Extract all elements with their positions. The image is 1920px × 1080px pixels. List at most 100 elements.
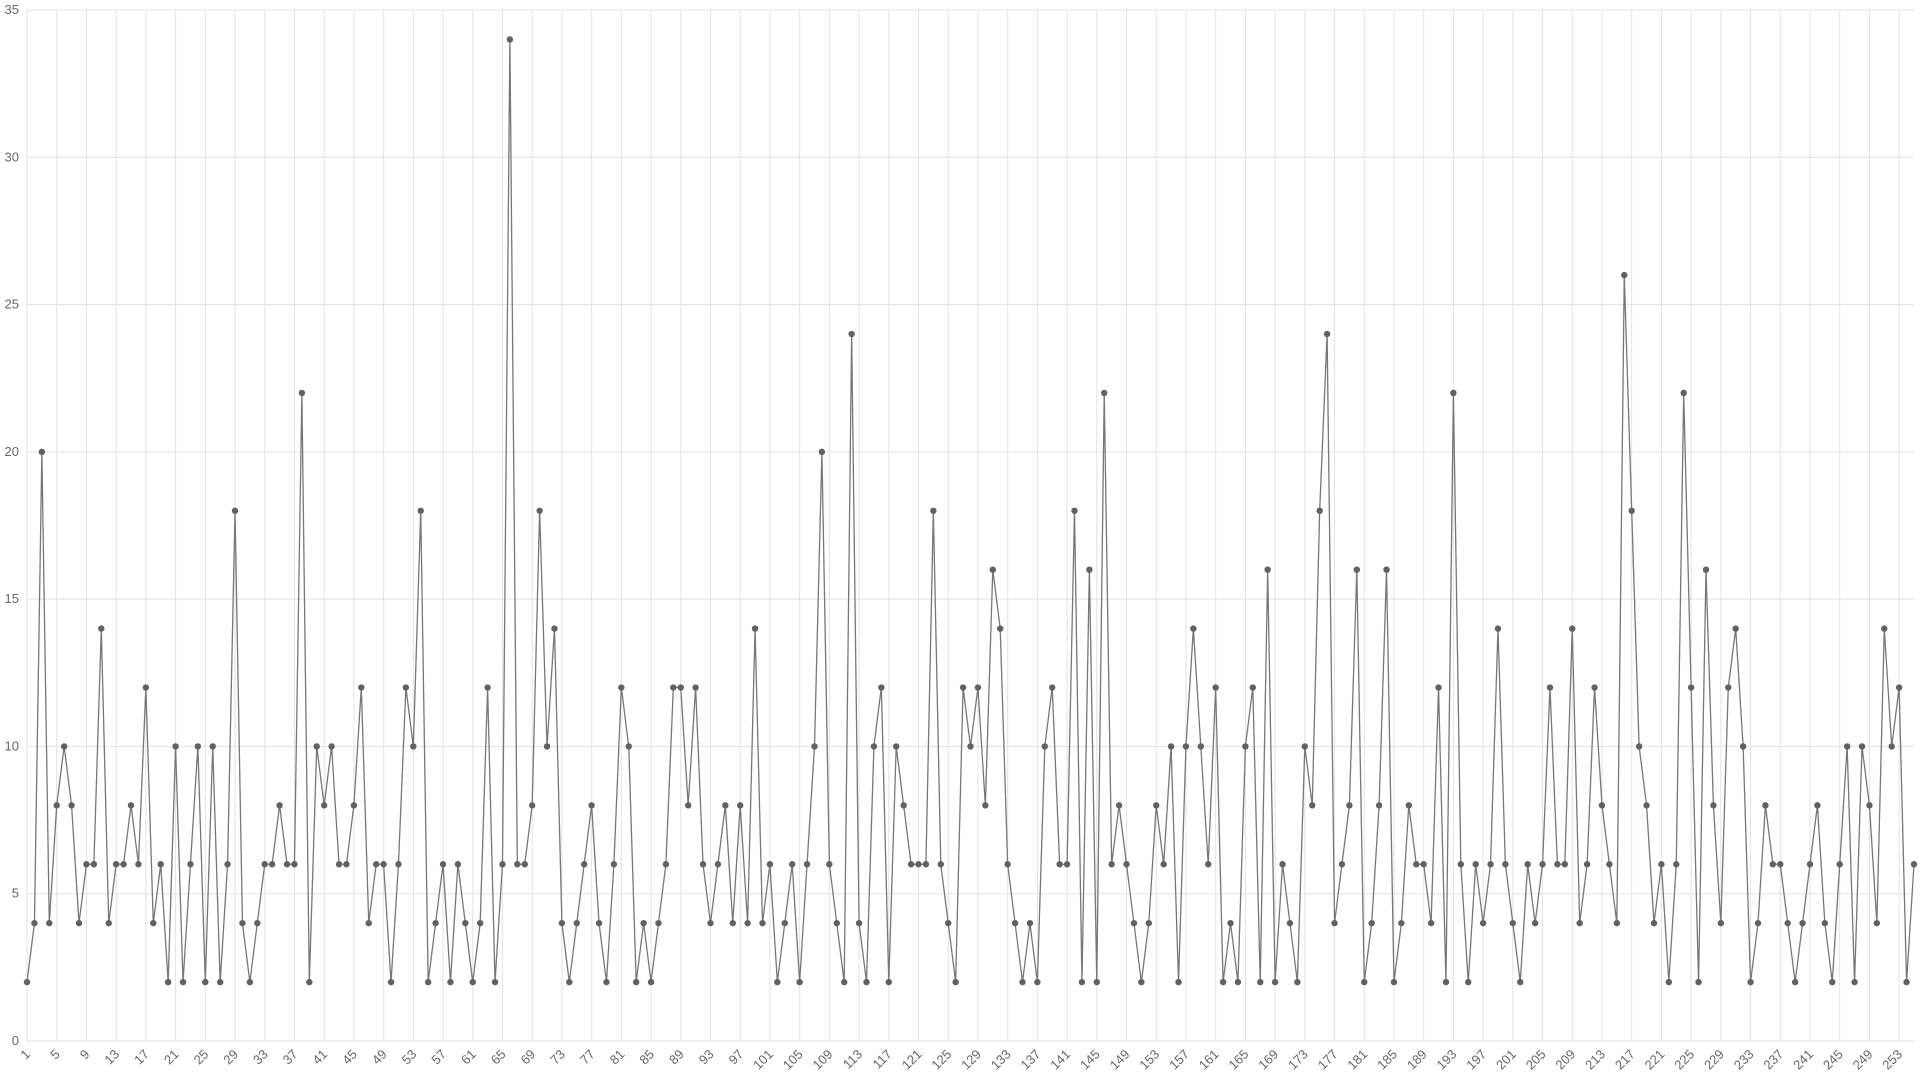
point (959, 684, 967, 691)
point (402, 684, 410, 691)
point (424, 978, 432, 986)
x-tick-label: 173 (1285, 1047, 1311, 1073)
point (855, 919, 863, 927)
point (1762, 802, 1769, 809)
point (1019, 978, 1026, 986)
point (1494, 625, 1502, 632)
point (432, 919, 439, 927)
point (878, 684, 885, 691)
x-tick-label: 89 (666, 1047, 687, 1068)
x-tick-label: 245 (1820, 1047, 1846, 1073)
point (1576, 919, 1583, 927)
x-tick-label: 145 (1077, 1047, 1103, 1073)
point (313, 743, 320, 750)
point (1524, 861, 1531, 868)
point (283, 861, 291, 868)
point (1836, 861, 1843, 868)
point (246, 978, 254, 986)
point (1754, 919, 1762, 927)
point (640, 919, 647, 927)
point (1398, 919, 1405, 927)
point (1011, 919, 1019, 927)
point (387, 978, 395, 986)
point (291, 861, 298, 868)
point (729, 919, 736, 927)
point (982, 802, 989, 809)
point (98, 625, 105, 632)
x-tick-label: 37 (280, 1047, 301, 1068)
point (187, 861, 194, 868)
x-tick-label: 1 (17, 1047, 33, 1063)
y-tick-label: 5 (12, 886, 19, 901)
point (1569, 625, 1576, 632)
point (1182, 743, 1190, 750)
x-tick-label: 137 (1018, 1047, 1044, 1073)
x-tick-label: 101 (750, 1047, 776, 1073)
x-tick-label: 69 (517, 1047, 538, 1068)
x-tick-label: 249 (1850, 1047, 1876, 1073)
point (1309, 802, 1316, 809)
x-tick-label: 229 (1701, 1047, 1727, 1073)
point (365, 919, 372, 927)
point (1650, 919, 1658, 927)
point (469, 978, 476, 986)
point (1702, 566, 1710, 573)
point (335, 861, 343, 868)
x-tick-label: 201 (1493, 1047, 1519, 1073)
x-tick-label: 93 (696, 1047, 717, 1068)
point (1435, 684, 1442, 691)
point (722, 802, 729, 809)
point (1517, 978, 1524, 986)
x-tick-label: 41 (309, 1047, 330, 1068)
point (1747, 978, 1754, 986)
point (1130, 919, 1138, 927)
point (1160, 861, 1167, 868)
x-tick-label: 241 (1790, 1047, 1816, 1073)
point (1361, 978, 1368, 986)
point (447, 978, 454, 986)
point (1665, 978, 1673, 986)
point (1420, 861, 1427, 868)
point (774, 978, 781, 986)
point (484, 684, 491, 691)
point (1101, 389, 1108, 397)
point (68, 802, 75, 809)
point (989, 566, 996, 573)
point (1167, 743, 1175, 750)
point (1316, 507, 1323, 514)
point (1628, 507, 1635, 514)
point (1353, 566, 1361, 573)
point (885, 978, 892, 986)
x-tick-label: 197 (1463, 1047, 1489, 1073)
point (684, 802, 692, 809)
point (60, 743, 68, 750)
point (1249, 684, 1257, 691)
point (655, 919, 662, 927)
point (499, 861, 506, 868)
x-tick-label: 209 (1552, 1047, 1578, 1073)
point (410, 743, 417, 750)
point (164, 978, 172, 986)
point (202, 978, 209, 986)
x-tick-label: 97 (725, 1047, 746, 1068)
point (1821, 919, 1829, 927)
point (514, 861, 521, 868)
x-tick-label: 121 (899, 1047, 925, 1073)
point (848, 330, 855, 338)
point (1873, 919, 1881, 927)
x-tick-label: 25 (191, 1047, 212, 1068)
point (1465, 978, 1472, 986)
x-tick-label: 181 (1344, 1047, 1370, 1073)
x-tick-label: 49 (369, 1047, 390, 1068)
x-tick-label: 149 (1107, 1047, 1133, 1073)
x-tick-label: 169 (1255, 1047, 1281, 1073)
x-tick-label: 77 (577, 1047, 598, 1068)
point (476, 919, 484, 927)
point (1583, 861, 1591, 868)
point (558, 919, 566, 927)
x-tick-label: 85 (636, 1047, 657, 1068)
point (1234, 978, 1242, 986)
point (1725, 684, 1732, 691)
point (1227, 919, 1234, 927)
